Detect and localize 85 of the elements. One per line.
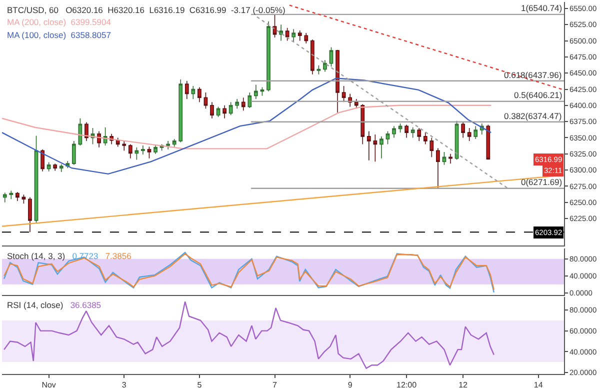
candlestick (248, 92, 252, 108)
candlestick (216, 106, 220, 118)
candlestick (53, 163, 58, 172)
candlestick (9, 190, 14, 200)
candlestick (373, 134, 378, 162)
candlestick (474, 126, 478, 140)
chart-title: Stoch (14, 3, 3) (7, 251, 66, 261)
candlestick (323, 60, 327, 72)
candlestick (46, 162, 51, 172)
series-label: 0.5(6406.21) (514, 90, 562, 100)
candlestick (392, 126, 396, 138)
candlestick (336, 49, 340, 113)
candlestick (461, 122, 465, 138)
candlestick (72, 140, 76, 166)
candlestick (59, 164, 64, 172)
x-tick-label: 9 (348, 380, 353, 390)
candlestick (15, 192, 20, 202)
candlestick (178, 79, 183, 143)
candlestick (417, 128, 422, 142)
candlestick (147, 146, 152, 159)
candlestick (342, 86, 346, 103)
text: MA (200, close) 6399.5904 (7, 17, 112, 27)
candlestick (116, 137, 120, 148)
candlestick (304, 32, 308, 44)
series-label: 0.7723 (72, 251, 98, 261)
candlestick (442, 152, 446, 166)
chart-title: BTC/USD, 60 O6320.16 H6320.16 L6316.19 C6316.99 -3.17 (-0.05%) (7, 5, 286, 15)
candlestick (436, 148, 440, 189)
candlestick (386, 130, 390, 145)
candlestick (241, 97, 246, 111)
candlestick (172, 138, 176, 148)
candlestick (154, 145, 158, 154)
x-tick-label: 12 (458, 380, 468, 390)
candlestick (467, 128, 472, 142)
candlestick (191, 86, 196, 100)
candlestick (430, 137, 434, 158)
candlestick (184, 80, 189, 100)
candlestick (2, 192, 7, 203)
series-label: 0(6271.69) (521, 177, 562, 187)
candlestick (279, 24, 283, 42)
candlestick (360, 104, 365, 145)
candlestick (28, 196, 32, 232)
candlestick (366, 130, 371, 161)
candlestick (292, 28, 296, 42)
series-label: 0.382(6374.47) (504, 111, 562, 121)
candlestick (329, 46, 334, 68)
candlestick (410, 126, 415, 138)
candlestick (198, 86, 202, 103)
candlestick (141, 145, 145, 155)
x-tick-label: Nov (42, 380, 56, 390)
x-tick-label: 7 (272, 380, 278, 390)
x-tick-label: 5 (197, 380, 202, 390)
candlestick (84, 122, 88, 142)
candlestick (285, 27, 290, 42)
candlestick (354, 98, 358, 110)
candlestick (210, 102, 214, 119)
candlestick (486, 124, 490, 160)
candlestick (423, 132, 428, 145)
candlestick (97, 130, 101, 148)
candlestick (448, 153, 452, 164)
candlestick (34, 135, 38, 224)
candlestick (398, 123, 402, 133)
candlestick (310, 39, 314, 75)
candlestick (254, 84, 258, 100)
candlestick (134, 147, 139, 160)
series-label: 7.3856 (105, 251, 132, 261)
candlestick (380, 136, 384, 159)
text: MA (100, close) 6358.8057 (7, 30, 112, 40)
series-label: 1(6540.74) (521, 3, 562, 13)
candlestick (235, 98, 240, 110)
candlestick (266, 20, 270, 92)
candlestick (298, 30, 302, 42)
candlestick (222, 105, 226, 119)
candlestick (404, 124, 408, 138)
candlestick (166, 140, 170, 150)
x-tick-label: 12:00 (396, 380, 418, 390)
chart-title: RSI (14, close) (7, 300, 64, 310)
candlestick (122, 140, 126, 152)
series-label: 36.6385 (70, 300, 102, 310)
candlestick (40, 148, 44, 172)
candlestick (228, 102, 233, 116)
candlestick (128, 144, 132, 159)
candlestick (204, 92, 208, 110)
x-tick-label: 3 (122, 380, 127, 390)
x-tick-label: 14 (534, 380, 544, 390)
